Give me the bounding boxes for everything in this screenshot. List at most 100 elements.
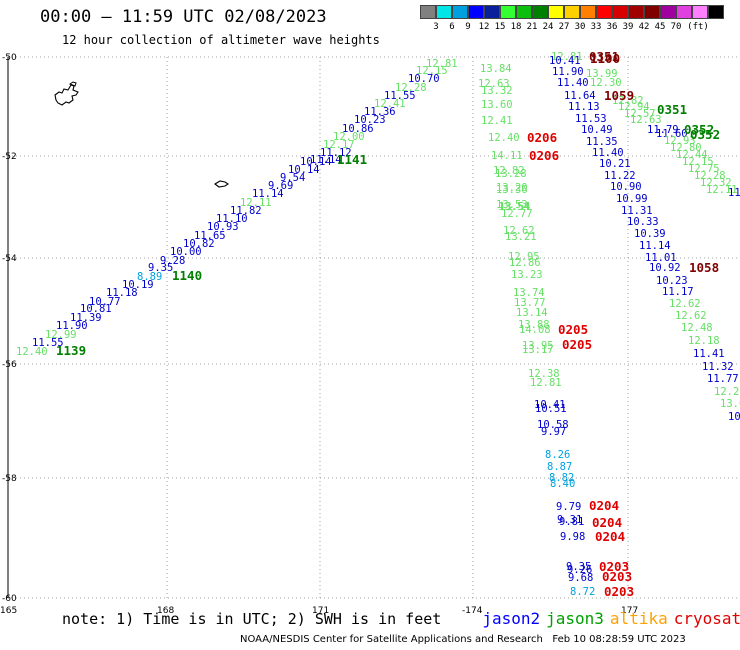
pass-time-labels: 1139114011410206020602050205020402040204…	[56, 49, 720, 599]
wave-height-value: 11.40	[592, 147, 624, 159]
latitude-label: -54	[2, 254, 17, 264]
wave-height-value: 13.60	[481, 99, 513, 111]
latitude-label: -60	[2, 594, 17, 604]
wave-height-value: 13.32	[481, 85, 513, 97]
satellite-legend-jason3: jason3	[546, 609, 604, 628]
wave-height-value: 10.81	[80, 303, 112, 315]
color-scale-label: 18	[510, 22, 522, 32]
island-outline	[214, 180, 229, 188]
wave-height-value: 10.93	[207, 221, 239, 233]
color-swatch	[644, 5, 660, 19]
legend-note: note: 1) Time is in UTC; 2) SWH is in fe…	[62, 609, 740, 631]
color-scale-label: 21	[526, 22, 538, 32]
color-scale-label: 24	[542, 22, 554, 32]
wave-height-value: 12.63	[478, 78, 510, 90]
island-outline	[54, 84, 79, 106]
wave-height-value: 10.58	[537, 419, 569, 431]
wave-height-value: 13.28	[495, 168, 527, 180]
wave-height-value: 10.00	[170, 246, 202, 258]
wave-height-value: 10.77	[89, 296, 121, 308]
wave-height-value: 13.23	[511, 269, 543, 281]
wave-height-value: 10.19	[122, 279, 154, 291]
wave-height-value: 13.54	[498, 201, 530, 213]
wave-height-value: 12.95	[508, 251, 540, 263]
wave-height-value: 12.48	[681, 322, 713, 334]
color-swatch	[612, 5, 628, 19]
wave-height-value: 13.95	[522, 340, 554, 352]
wave-height-value: 12.17	[323, 139, 355, 151]
wave-height-value: 9.69	[268, 180, 293, 192]
wave-height-value: 12.15	[416, 65, 448, 77]
wave-height-value: 11.32	[702, 361, 734, 373]
pass-time-label: 0204	[595, 529, 625, 544]
color-scale-label: (ft)	[687, 22, 709, 32]
page-subtitle: 12 hour collection of altimeter wave hei…	[62, 33, 380, 47]
color-swatch	[484, 5, 500, 19]
wave-height-value: 8.72	[570, 586, 595, 598]
wave-height-value: 12.93	[664, 135, 696, 147]
wave-height-value: 11.13	[568, 101, 600, 113]
wave-height-labels: 12.4011.5512.9911.9011.3910.8110.7711.18…	[16, 51, 740, 598]
color-scale-label: 9	[465, 22, 471, 32]
color-scale-label: 3	[433, 22, 439, 32]
latitude-label: -56	[2, 360, 17, 370]
wave-height-value: 11.41	[693, 348, 725, 360]
wave-height-value: 11.55	[32, 337, 64, 349]
wave-height-value: 13.14	[516, 307, 548, 319]
wave-height-value: 8.40	[550, 478, 575, 490]
wave-height-value: 12.62	[669, 298, 701, 310]
wave-height-value: 10.41	[549, 55, 581, 67]
wave-height-value: 11.14	[252, 188, 284, 200]
wave-height-value: 11.14	[639, 240, 671, 252]
satellite-legend: jason2jason3altikacryosats3a	[450, 609, 740, 628]
wave-height-value: 11.79	[647, 124, 679, 136]
wave-height-value: 10.21	[599, 158, 631, 170]
wave-height-value: 11.12	[320, 147, 352, 159]
wave-height-value: 12.28	[694, 170, 726, 182]
longitude-label: 171	[312, 606, 329, 616]
wave-height-value: 13.01	[720, 398, 740, 410]
wave-height-value: 12.81	[530, 377, 562, 389]
pass-time-label: 1141	[337, 152, 367, 167]
wave-height-value: 12.77	[501, 208, 533, 220]
wave-height-value: 12.44	[676, 149, 708, 161]
wave-height-value: 10.51	[535, 403, 567, 415]
wave-height-value: 12.99	[45, 329, 77, 341]
wave-height-value: 11.10	[216, 213, 248, 225]
color-scale-label: 27	[558, 22, 570, 32]
wave-height-value: 12.81	[551, 51, 583, 63]
wave-height-value: 10.14	[300, 156, 332, 168]
wave-height-value: 11.39	[70, 312, 102, 324]
satellite-legend-cryosat: cryosat	[673, 609, 740, 628]
color-swatch	[516, 5, 532, 19]
wave-height-value: 9.54	[280, 172, 305, 184]
wave-height-value: 12.86	[509, 257, 541, 269]
wave-height-value: 13.74	[513, 287, 545, 299]
wave-height-value: 11.60	[656, 128, 688, 140]
wave-height-value: 12.63	[630, 114, 662, 126]
longitude-label: 168	[157, 606, 174, 616]
wave-height-value: 8.26	[545, 449, 570, 461]
wave-height-value: 9.31	[557, 514, 582, 526]
color-swatch	[628, 5, 644, 19]
wave-height-value: 13.99	[586, 68, 618, 80]
satellite-legend-altika: altika	[609, 609, 668, 628]
wave-height-value: 11.35	[586, 136, 618, 148]
wave-height-value: 11.18	[106, 287, 138, 299]
pass-time-label: 0352	[690, 127, 720, 142]
color-swatch	[660, 5, 676, 19]
wave-height-value: 10.86	[342, 123, 374, 135]
wave-height-value: 12.40	[16, 346, 48, 358]
pass-time-label: 0203	[599, 559, 629, 574]
wave-height-value: 12.11	[706, 184, 738, 196]
wave-height-value: 12.82	[612, 95, 644, 107]
wave-height-value: 12.75	[688, 163, 720, 175]
color-swatch	[548, 5, 564, 19]
wave-height-value: 13.20	[496, 182, 528, 194]
wave-height-value: 12.28	[395, 82, 427, 94]
wave-height-value: 11.01	[645, 252, 677, 264]
wave-height-value: 13.21	[505, 231, 537, 243]
wave-height-value: 12.40	[488, 132, 520, 144]
wave-height-map: -50 -52 -54 -56 -58 -60 165 168 171 -174 177 12.40…	[0, 49, 740, 616]
wave-height-value: 12.57	[624, 108, 656, 120]
